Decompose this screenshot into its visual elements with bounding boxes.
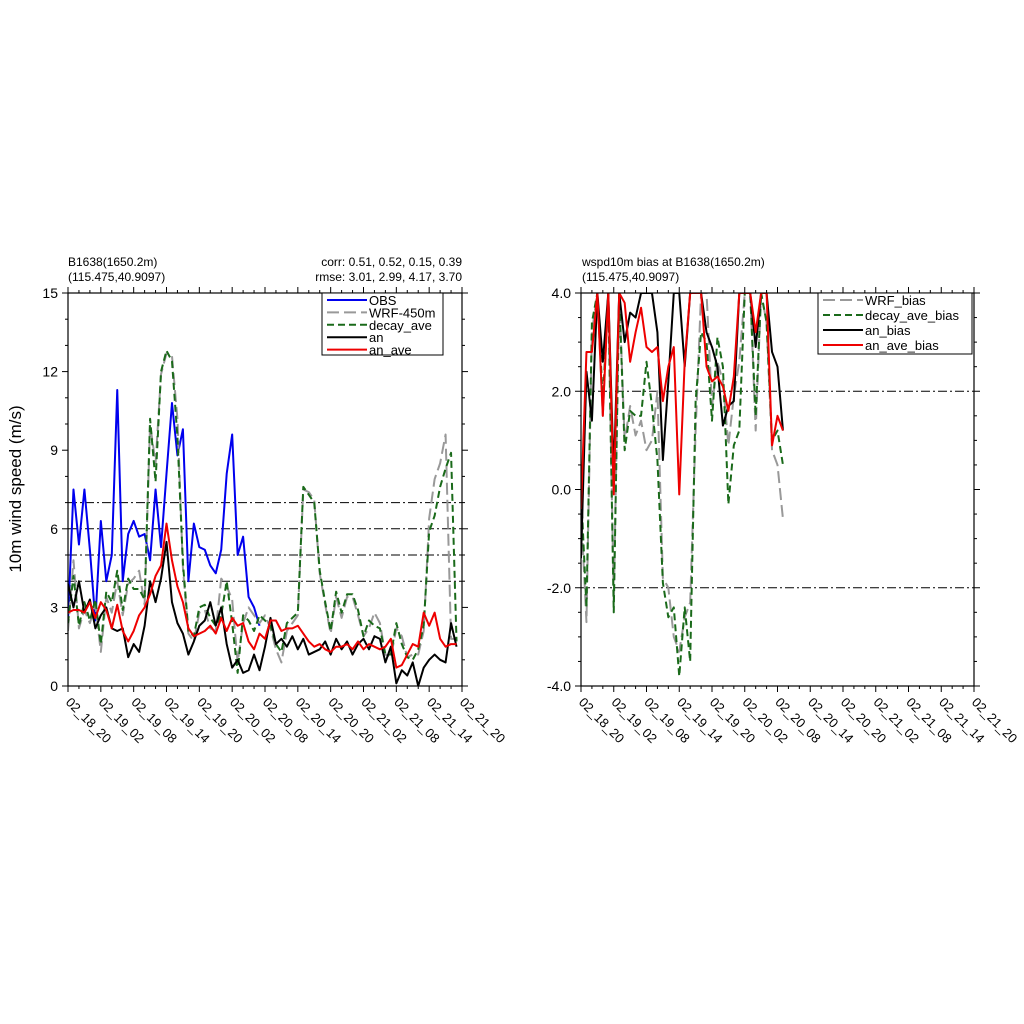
y-tick-label: 15 (42, 285, 58, 301)
series-line-an_ave_bias (581, 293, 784, 510)
series-line-an (68, 540, 458, 686)
y-tick-label: -2.0 (547, 580, 571, 596)
y-tick-label: 4.0 (552, 285, 572, 301)
series-line-an_ave (68, 522, 457, 669)
right-title-line-1: wspd10m bias at B1638(1650.2m) (581, 255, 765, 269)
legend-label-OBS: OBS (369, 293, 397, 308)
series-group (68, 349, 458, 686)
wind-speed-plot-area: 0369121502_18_2002_19_0202_19_0802_19_14… (42, 285, 508, 746)
legend-label-an_bias: an_bias (865, 323, 911, 338)
left-title-line-1: B1638(1650.2m) (68, 255, 157, 269)
y-tick-label: -4.0 (547, 678, 571, 694)
left-title-line-2: (115.475,40.9097) (68, 270, 165, 284)
series-line-WRF-450m (68, 352, 457, 664)
bias-plot-area: -4.0-2.00.02.04.002_18_2002_19_0202_19_0… (547, 285, 1021, 746)
series-line-decay_ave (68, 349, 458, 674)
legend-box (817, 292, 973, 355)
series-line-OBS (68, 388, 261, 627)
series-group (581, 293, 784, 678)
rmse-stats: rmse: 3.01, 2.99, 4.17, 3.70 (315, 270, 462, 284)
y-tick-label: 12 (42, 364, 58, 380)
legend-label-an: an (369, 330, 383, 345)
legend-label-WRF_bias: WRF_bias (865, 293, 926, 308)
right-title-line-2: (115.475,40.9097) (582, 270, 679, 284)
legend-label-an_ave: an_ave (369, 343, 412, 358)
y-axis-label: 10m wind speed (m/s) (6, 405, 25, 572)
y-tick-label: 0 (50, 678, 58, 694)
legend-label-decay_ave: decay_ave (369, 318, 432, 333)
bias-panel: wspd10m bias at B1638(1650.2m) (115.475,… (547, 255, 1021, 746)
legend-label-an_ave_bias: an_ave_bias (865, 338, 939, 353)
y-tick-label: 0.0 (552, 482, 572, 498)
y-tick-label: 3 (50, 599, 58, 615)
legend-label-WRF-450m: WRF-450m (369, 305, 435, 320)
y-tick-label: 9 (50, 442, 58, 458)
legend-label-decay_ave_bias: decay_ave_bias (865, 308, 959, 323)
wind-speed-panel: B1638(1650.2m) (115.475,40.9097) corr: 0… (6, 255, 508, 746)
y-tick-label: 2.0 (552, 383, 572, 399)
y-tick-label: 6 (50, 521, 58, 537)
corr-stats: corr: 0.51, 0.52, 0.15, 0.39 (321, 255, 462, 269)
